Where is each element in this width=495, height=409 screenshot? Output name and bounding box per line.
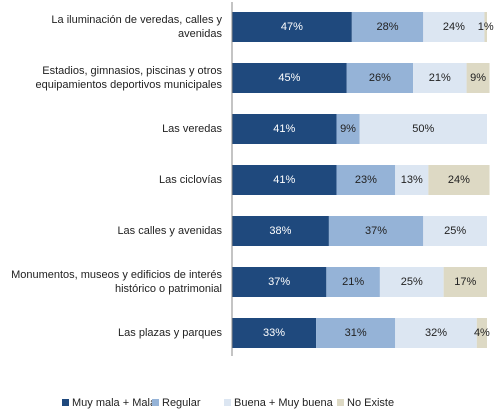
data-label: 9%: [340, 123, 356, 135]
legend-label: Buena + Muy buena: [234, 397, 334, 409]
data-label: 21%: [342, 276, 364, 288]
bar-segment: [232, 12, 352, 42]
bar-segment: [428, 165, 490, 195]
bar-segment: [232, 216, 329, 246]
data-label: 1%: [478, 21, 494, 33]
data-label: 9%: [470, 72, 486, 84]
data-label: 21%: [429, 72, 451, 84]
bar-segment: [232, 165, 337, 195]
data-label: 37%: [268, 276, 290, 288]
legend-label: No Existe: [347, 397, 394, 409]
data-label: 4%: [474, 327, 490, 339]
data-label: 17%: [454, 276, 476, 288]
data-label: 28%: [377, 21, 399, 33]
bar-segment: [232, 318, 317, 348]
bar-segment: [326, 267, 380, 297]
bar-segment: [316, 318, 396, 348]
bar-segment: [346, 63, 414, 93]
data-label: 24%: [448, 174, 470, 186]
legend-swatch: [152, 399, 159, 406]
data-label: 13%: [401, 174, 423, 186]
data-label: 47%: [281, 21, 303, 33]
legend-swatch: [62, 399, 69, 406]
data-label: 41%: [273, 174, 295, 186]
bar-segment: [359, 114, 487, 144]
bar-segment: [423, 12, 485, 42]
legend-swatch: [337, 399, 344, 406]
bar-segment: [336, 114, 360, 144]
category-label: La iluminación de veredas, calles y aven…: [51, 14, 222, 40]
category-label: Las ciclovías: [159, 174, 222, 186]
bar-segment: [232, 114, 337, 144]
bar-segment: [423, 216, 487, 246]
bar-segment: [232, 63, 347, 93]
data-label: 45%: [278, 72, 300, 84]
category-label: Estadios, gimnasios, piscinas y otros eq…: [35, 65, 223, 91]
legend-label: Regular: [162, 397, 201, 409]
data-label: 26%: [369, 72, 391, 84]
category-label: Las veredas: [162, 123, 222, 135]
bar-segment: [443, 267, 487, 297]
data-label: 25%: [444, 225, 466, 237]
bar-segment: [232, 267, 327, 297]
data-label: 41%: [273, 123, 295, 135]
data-label: 33%: [263, 327, 285, 339]
legend-label: Muy mala + Mala: [72, 397, 157, 409]
bar-segment: [476, 318, 487, 348]
data-label: 31%: [345, 327, 367, 339]
category-label: Monumentos, museos y edificios de interé…: [11, 269, 222, 295]
bar-segment: [379, 267, 444, 297]
data-label: 50%: [412, 123, 434, 135]
data-label: 25%: [401, 276, 423, 288]
data-label: 37%: [365, 225, 387, 237]
category-label: Las plazas y parques: [118, 327, 222, 339]
data-label: 23%: [355, 174, 377, 186]
bar-segment: [413, 63, 467, 93]
data-label: 24%: [443, 21, 465, 33]
bar-segment: [395, 318, 477, 348]
bar-segment: [484, 12, 487, 42]
bar-segment: [351, 12, 424, 42]
data-label: 38%: [269, 225, 291, 237]
bar-segment: [395, 165, 429, 195]
bar-segment: [336, 165, 396, 195]
bar-segment: [328, 216, 424, 246]
category-label: Las calles y avenidas: [117, 225, 222, 237]
bar-segment: [466, 63, 490, 93]
data-label: 32%: [425, 327, 447, 339]
legend-swatch: [224, 399, 231, 406]
